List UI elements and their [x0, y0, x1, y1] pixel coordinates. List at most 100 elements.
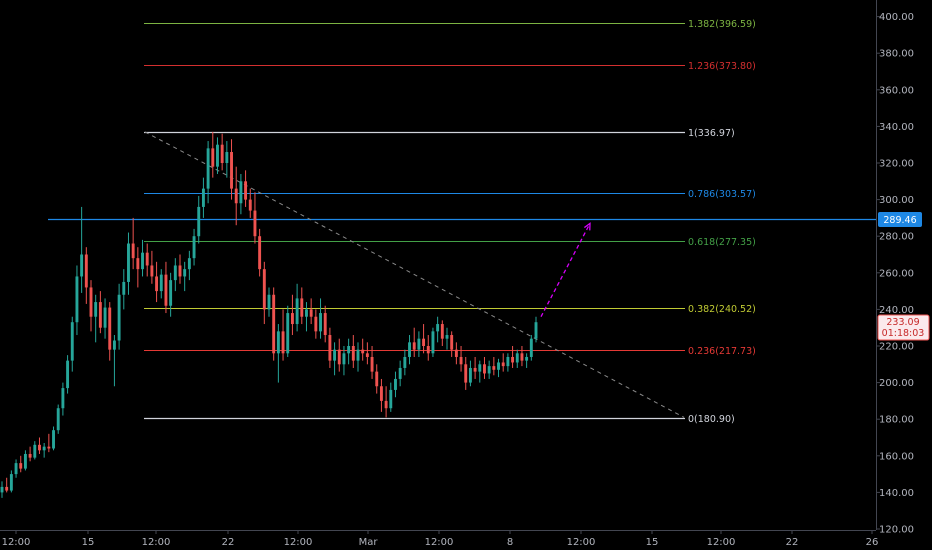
candle [66, 355, 70, 394]
time-tick-label: 12:00 [2, 537, 31, 548]
fib-level-label: 0.236(217.73) [688, 346, 756, 357]
time-tick-label: 8 [507, 537, 513, 548]
time-tick-label: 22 [786, 537, 799, 548]
candle-body [187, 258, 191, 270]
candle-body [286, 313, 290, 354]
time-tick-label: 15 [646, 537, 659, 548]
candle [506, 353, 510, 372]
candle-body [473, 367, 477, 372]
candle [136, 247, 140, 288]
candle [342, 346, 346, 376]
candle [9, 470, 13, 493]
candle [483, 356, 486, 379]
candle-body [267, 294, 271, 310]
candle [431, 327, 435, 357]
candle-body [314, 316, 318, 332]
candle-body [459, 356, 463, 365]
candle-body [127, 243, 130, 282]
price-axis[interactable]: 120.00 140.00 160.00 180.00 200.00 220.00 240.… [876, 12, 914, 536]
candle [239, 173, 243, 215]
candle [258, 228, 262, 277]
candle [141, 239, 144, 277]
candle [333, 342, 337, 376]
candle [487, 360, 491, 379]
candle-body [66, 360, 70, 389]
candle [319, 298, 322, 339]
candle [244, 170, 248, 207]
time-axis[interactable]: 12:00 15 12:00 22 12:00 Mar 12:00 8 12:00 15 12:00… [2, 530, 879, 548]
candle-body [262, 269, 266, 310]
candle [61, 382, 65, 416]
candle-body [295, 298, 299, 325]
projection-arrow-head [583, 222, 591, 231]
candle-body [23, 453, 27, 469]
candle-body [244, 181, 248, 200]
time-tick-label: 12:00 [142, 537, 171, 548]
time-tick-label: Mar [359, 537, 379, 548]
candle-body [122, 281, 126, 295]
candle-body [150, 265, 154, 277]
candle-body [412, 342, 416, 350]
candle-body [422, 338, 426, 346]
candle-body [450, 335, 454, 350]
candle-body [445, 335, 449, 339]
candle [253, 192, 257, 244]
descending-trendline [144, 131, 685, 418]
candle [511, 346, 515, 368]
candle-body [506, 356, 510, 367]
candle [220, 133, 224, 171]
candle-body [5, 486, 9, 491]
price-tick-label: 200.00 [879, 378, 914, 389]
candle-body [281, 331, 285, 354]
candle-body [239, 181, 243, 204]
candle [361, 338, 365, 361]
candle-body [173, 265, 177, 281]
candle [408, 335, 411, 365]
candle-body [529, 338, 533, 357]
candle-body [492, 366, 496, 370]
candle [206, 141, 210, 204]
candle-body [14, 463, 18, 475]
price-tick-label: 220.00 [879, 342, 914, 353]
candle-body [28, 453, 32, 458]
candle-body [431, 331, 435, 354]
candle-body [112, 340, 116, 350]
candle [450, 331, 454, 357]
candle [98, 291, 102, 334]
candle [412, 327, 416, 357]
candle [272, 287, 276, 361]
fibonacci-levels: 1.382(396.59) 1.236(373.80) 1(336.97) 0.786… [144, 19, 756, 425]
candle-body [534, 322, 538, 339]
candle [314, 309, 318, 339]
horizontal-line-price-label: 289.46 [883, 215, 916, 226]
candle [211, 131, 215, 178]
candle-body [117, 294, 121, 341]
candle-body [230, 152, 233, 189]
candle-body [103, 307, 107, 328]
candle-body [131, 243, 135, 259]
candle-body [192, 236, 196, 259]
candle [492, 356, 496, 376]
current-price-badge [877, 314, 930, 341]
candle [370, 346, 374, 379]
candle-body [178, 265, 182, 277]
price-tick-label: 160.00 [879, 451, 914, 462]
candle [38, 437, 41, 454]
candle-body [80, 254, 84, 277]
candle [473, 356, 477, 379]
candle [389, 382, 393, 412]
price-tick-label: 140.00 [879, 488, 914, 499]
candle-body [351, 346, 355, 361]
candle [103, 298, 107, 339]
price-tick-label: 400.00 [879, 12, 914, 23]
candle-body [94, 302, 98, 317]
candle [394, 371, 397, 398]
candle-body [216, 144, 219, 167]
time-tick-label: 12:00 [707, 537, 736, 548]
candle [47, 433, 51, 453]
candle-body [108, 307, 112, 350]
candle [145, 243, 149, 277]
candle [0, 481, 4, 498]
